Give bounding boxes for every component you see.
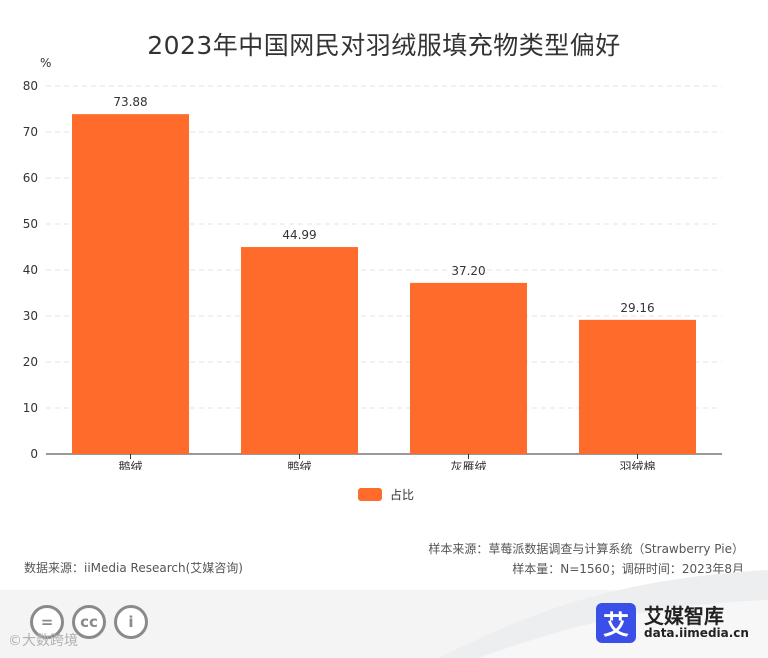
person-icon: i (114, 605, 148, 639)
bar[interactable] (72, 114, 189, 454)
data-source: 数据来源：iiMedia Research(艾媒咨询) (24, 561, 243, 575)
y-tick-label: 60 (23, 171, 38, 185)
sample-size: 样本量：N=1560；调研时间：2023年8月 (512, 562, 744, 576)
y-tick-label: 0 (30, 447, 38, 461)
chart-title: 2023年中国网民对羽绒服填充物类型偏好 (147, 31, 621, 60)
legend[interactable]: 占比 (358, 486, 414, 503)
x-tick-label: 鸭绒 (287, 460, 311, 470)
license-icons: = cc i (30, 605, 148, 639)
bar-chart: 0 10 20 30 40 50 60 70 80% 73.88 鹅绒 44.99 鸭绒 37.20 灰雁绒… (23, 56, 722, 470)
equals-icon: = (30, 605, 64, 639)
watermark: ©大数跨境 (8, 633, 78, 649)
brand-logo-icon: 艾 (596, 603, 636, 643)
y-tick-label: 30 (23, 309, 38, 323)
y-axis-unit: % (40, 56, 51, 70)
sample-info-block: 样本来源：草莓派数据调查与计算系统（Strawberry Pie） 样本量：N=… (428, 539, 744, 579)
bar[interactable] (579, 319, 696, 454)
y-tick-label: 20 (23, 355, 38, 369)
legend-swatch (358, 488, 382, 501)
data-label: 44.99 (282, 228, 316, 242)
brand-name: 艾媒智库 (644, 604, 724, 629)
data-label: 29.16 (620, 301, 654, 315)
y-tick-label: 50 (23, 217, 38, 231)
y-tick-label: 10 (23, 401, 38, 415)
x-tick-label: 鹅绒 (118, 460, 142, 470)
y-tick-label: 70 (23, 125, 38, 139)
data-label: 73.88 (113, 95, 147, 109)
bar[interactable] (241, 247, 358, 454)
sample-source: 样本来源：草莓派数据调查与计算系统（Strawberry Pie） (428, 542, 744, 556)
y-tick-label: 80 (23, 79, 38, 93)
brand-url: data.iimedia.cn (644, 626, 749, 641)
data-label: 37.20 (451, 264, 485, 278)
x-tick-label: 羽绒棉 (619, 460, 655, 470)
cc-icon: cc (72, 605, 106, 639)
x-tick-label: 灰雁绒 (450, 460, 486, 470)
brand[interactable]: 艾 艾媒智库 data.iimedia.cn (596, 603, 749, 643)
legend-label: 占比 (390, 488, 415, 502)
bar[interactable] (410, 282, 527, 454)
y-tick-label: 40 (23, 263, 38, 277)
